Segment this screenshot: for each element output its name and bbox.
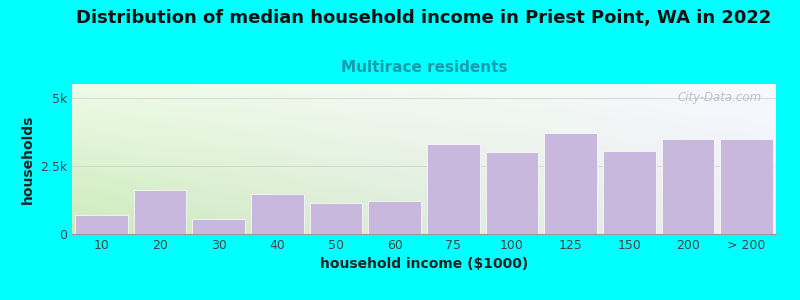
Text: Distribution of median household income in Priest Point, WA in 2022: Distribution of median household income … — [76, 9, 772, 27]
Y-axis label: households: households — [21, 114, 34, 204]
Bar — [368, 201, 421, 234]
Bar — [486, 152, 538, 234]
Bar — [720, 139, 773, 234]
Bar — [603, 151, 656, 234]
Text: Multirace residents: Multirace residents — [341, 60, 507, 75]
Bar — [662, 139, 714, 234]
Bar — [134, 190, 186, 234]
Bar — [75, 215, 128, 234]
Bar — [192, 219, 245, 234]
Bar — [310, 202, 362, 234]
Bar — [251, 194, 304, 234]
X-axis label: household income ($1000): household income ($1000) — [320, 257, 528, 272]
Bar — [544, 133, 597, 234]
Text: City-Data.com: City-Data.com — [678, 92, 762, 104]
Bar — [427, 144, 480, 234]
